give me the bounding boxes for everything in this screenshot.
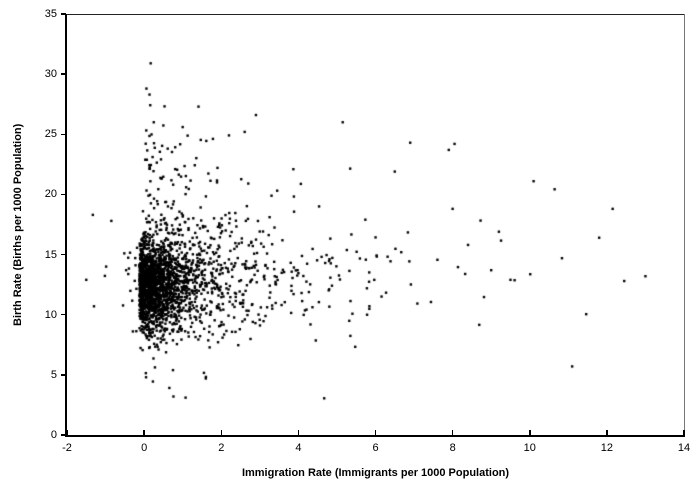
y-tick-mark	[61, 73, 66, 75]
x-tick-mark	[66, 430, 68, 435]
plot-frame-top	[66, 14, 684, 15]
x-axis-line	[65, 435, 685, 437]
x-tick-label: 10	[523, 442, 536, 454]
x-tick-label: 12	[600, 442, 613, 454]
x-tick-mark	[529, 430, 531, 435]
x-tick-label: 14	[677, 442, 691, 454]
x-tick-mark	[220, 430, 222, 435]
y-tick-mark	[61, 374, 66, 376]
plot-frame-right	[684, 14, 685, 436]
x-tick-mark	[451, 430, 454, 435]
y-tick-label: 35	[44, 8, 57, 20]
y-tick-label: 5	[50, 368, 57, 381]
y-tick-mark	[61, 193, 66, 196]
y-tick-mark	[61, 13, 66, 15]
x-tick-label: 8	[449, 442, 456, 454]
x-tick-label: 6	[372, 442, 379, 454]
x-tick-mark	[374, 430, 377, 435]
scatter-points-canvas	[67, 14, 684, 435]
x-axis-label: Immigration Rate (Immigrants per 1000 Po…	[241, 467, 510, 479]
y-tick-mark	[61, 313, 66, 316]
y-tick-mark	[61, 133, 66, 136]
y-tick-label: 30	[44, 68, 57, 81]
x-tick-mark	[683, 430, 685, 435]
x-tick-label: 2	[218, 442, 225, 454]
y-tick-label: 20	[44, 188, 57, 201]
x-tick-mark	[143, 430, 145, 435]
x-tick-label: -2	[62, 442, 72, 454]
y-tick-mark	[61, 434, 66, 436]
x-tick-mark	[297, 430, 300, 435]
y-tick-label: 15	[44, 248, 57, 261]
y-tick-label: 25	[44, 128, 57, 141]
y-tick-label: 10	[44, 308, 57, 321]
y-axis-label: Birth Rate (Births per 1000 Population)	[12, 123, 24, 326]
x-tick-mark	[606, 430, 608, 435]
x-tick-label: 4	[295, 442, 302, 454]
y-axis-line	[65, 14, 67, 437]
y-tick-label: 0	[50, 429, 57, 441]
y-tick-mark	[61, 253, 66, 256]
x-tick-label: 0	[141, 442, 148, 454]
